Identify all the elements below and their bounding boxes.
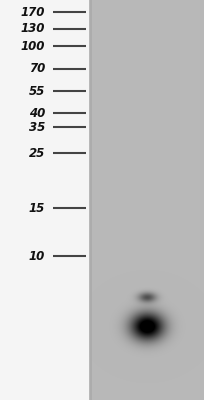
Text: 10: 10 (29, 250, 45, 262)
Text: 40: 40 (29, 107, 45, 120)
Text: 55: 55 (29, 85, 45, 98)
Text: 170: 170 (21, 6, 45, 18)
Text: 130: 130 (21, 22, 45, 35)
Text: 25: 25 (29, 147, 45, 160)
Text: 35: 35 (29, 121, 45, 134)
Text: 15: 15 (29, 202, 45, 214)
Text: 70: 70 (29, 62, 45, 75)
Bar (0, 0, 90, 400)
Text: 100: 100 (21, 40, 45, 52)
Bar (90, 0, 204, 400)
